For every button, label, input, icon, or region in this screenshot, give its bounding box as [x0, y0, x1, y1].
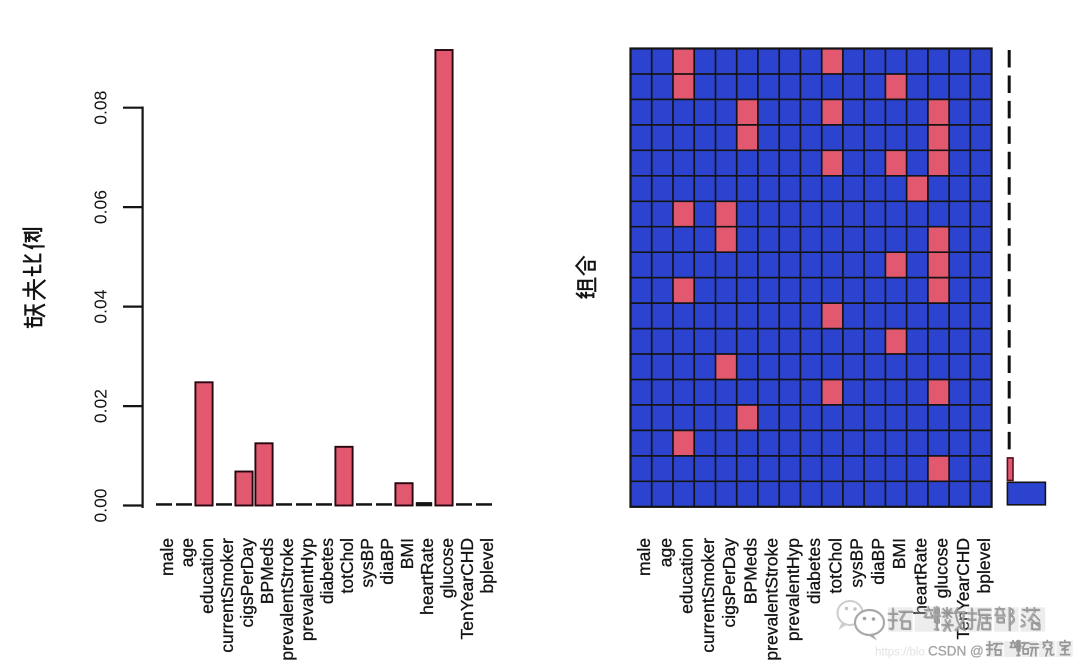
- svg-text:cigsPerDay: cigsPerDay: [237, 538, 257, 628]
- svg-text:0.00: 0.00: [91, 488, 111, 522]
- svg-text:0.06: 0.06: [91, 190, 111, 224]
- svg-text:totChol: totChol: [825, 538, 845, 593]
- svg-text:heartRate: heartRate: [910, 538, 930, 615]
- svg-text:TenYearCHD: TenYearCHD: [953, 538, 973, 640]
- svg-text:BMI: BMI: [397, 538, 417, 569]
- svg-text:glucose: glucose: [437, 538, 457, 598]
- svg-text:prevalentHyp: prevalentHyp: [783, 538, 803, 641]
- svg-text:totChol: totChol: [337, 538, 357, 593]
- svg-text:currentSmoker: currentSmoker: [217, 538, 237, 653]
- svg-text:TenYearCHD: TenYearCHD: [457, 538, 477, 640]
- svg-text:prevalentStroke: prevalentStroke: [762, 538, 782, 661]
- svg-text:prevalentHyp: prevalentHyp: [297, 538, 317, 641]
- svg-text:glucose: glucose: [932, 538, 952, 598]
- svg-text:0.04: 0.04: [91, 289, 111, 323]
- svg-text:bplevel: bplevel: [477, 538, 497, 593]
- svg-text:currentSmoker: currentSmoker: [698, 538, 718, 653]
- svg-text:0.02: 0.02: [91, 389, 111, 423]
- svg-text:BPMeds: BPMeds: [257, 538, 277, 604]
- svg-text:age: age: [656, 538, 676, 567]
- svg-text:diabetes: diabetes: [317, 538, 337, 604]
- svg-text:diaBP: diaBP: [868, 538, 888, 585]
- svg-text:https://blo: https://blo: [875, 647, 925, 659]
- svg-text:heartRate: heartRate: [417, 538, 437, 615]
- svg-text:prevalentStroke: prevalentStroke: [277, 538, 297, 661]
- svg-text:diaBP: diaBP: [377, 538, 397, 585]
- svg-text:BMI: BMI: [889, 538, 909, 569]
- svg-text:age: age: [177, 538, 197, 567]
- svg-text:CSDN @: CSDN @: [928, 644, 984, 659]
- svg-text:cigsPerDay: cigsPerDay: [719, 538, 739, 628]
- svg-text:diabetes: diabetes: [804, 538, 824, 604]
- svg-text:education: education: [197, 538, 217, 614]
- svg-text:BPMeds: BPMeds: [740, 538, 760, 604]
- svg-text:0.08: 0.08: [91, 91, 111, 125]
- svg-text:bplevel: bplevel: [974, 538, 994, 593]
- svg-text:male: male: [634, 538, 654, 576]
- svg-text:sysBP: sysBP: [357, 538, 377, 588]
- svg-text:education: education: [677, 538, 697, 614]
- svg-text:sysBP: sysBP: [847, 538, 867, 588]
- svg-text:male: male: [157, 538, 177, 576]
